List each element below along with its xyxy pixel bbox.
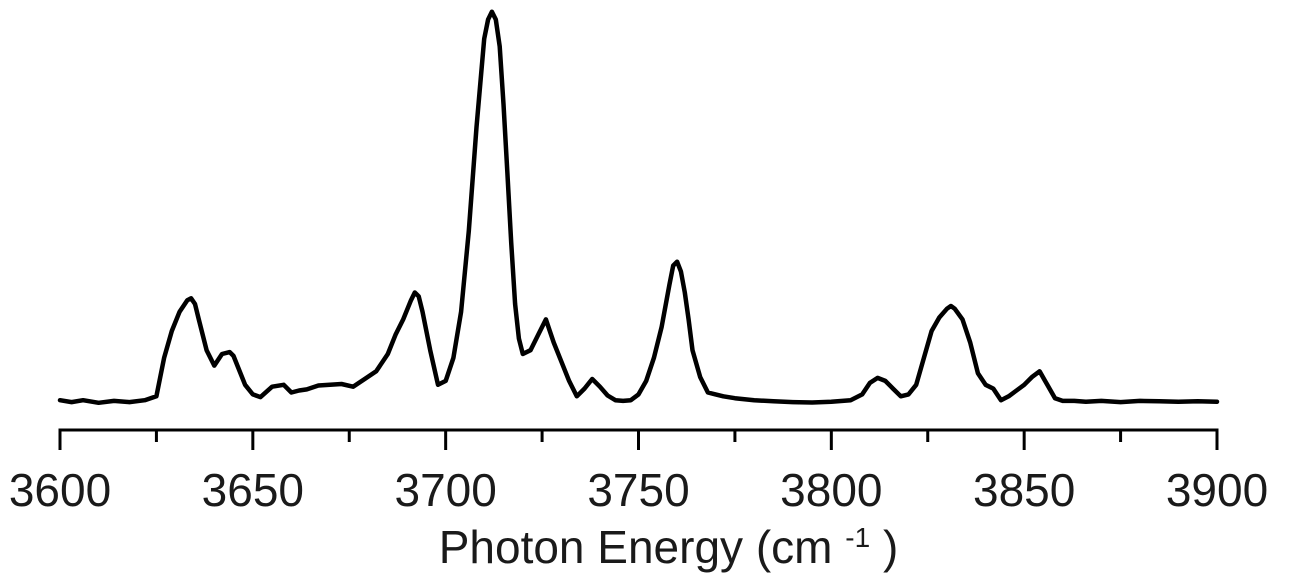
- x-tick-label: 3600: [9, 464, 111, 516]
- x-tick-label: 3750: [587, 464, 689, 516]
- x-tick-label: 3800: [780, 464, 882, 516]
- x-axis-title: Photon Energy (cm -1 ): [439, 505, 899, 573]
- x-axis-title-close: ): [883, 521, 898, 573]
- x-tick-label: 3700: [394, 464, 496, 516]
- x-axis-tick-labels: 3600 3650 3700 3750 3800 3850 3900: [9, 464, 1268, 516]
- x-axis-title-main: Photon Energy (cm: [439, 521, 833, 573]
- x-tick-label: 3900: [1166, 464, 1268, 516]
- x-tick-label: 3850: [973, 464, 1075, 516]
- spectrum-line-0: [57, 9, 1220, 406]
- x-tick-label: 3650: [202, 464, 304, 516]
- plot-area: [57, 9, 1220, 406]
- x-axis-title-superscript: -1: [845, 522, 870, 553]
- x-axis-ticks: [58, 430, 1219, 450]
